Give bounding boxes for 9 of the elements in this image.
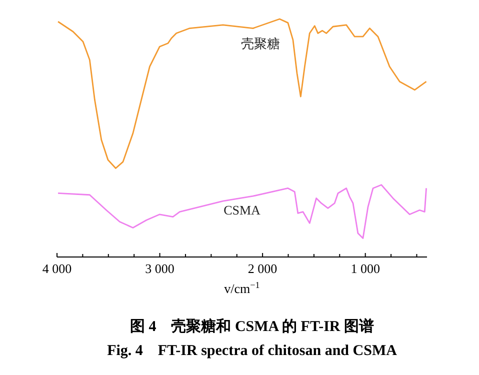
x-tick-label: 1 000 <box>350 261 380 276</box>
x-axis-title: v/cm$^{−1}$ <box>224 280 260 296</box>
text: 图 4 壳聚糖和 CSMA 的 FT-IR 图谱 <box>130 317 374 335</box>
x-tick-label: 3 000 <box>145 261 174 276</box>
series-label: CSMA <box>224 202 262 218</box>
x-tick-label: 4 000 <box>42 261 72 276</box>
x-tick-label: 2 000 <box>248 261 278 276</box>
series-label: 壳聚糖 <box>241 36 280 51</box>
text: Fig. 4 FT-IR spectra of chitosan and CSMA <box>107 343 398 359</box>
